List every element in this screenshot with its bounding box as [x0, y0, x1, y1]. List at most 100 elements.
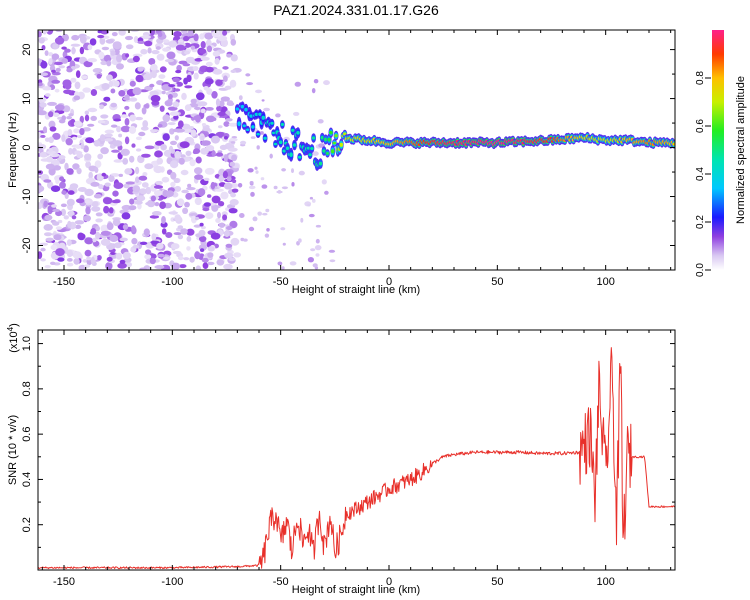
spectrogram-noise-cell — [223, 263, 233, 270]
spectrogram-noise-cell — [45, 93, 51, 97]
spectrogram-noise-cell — [47, 101, 57, 106]
spectrogram-noise-cell — [313, 79, 319, 84]
spectrogram-noise-cell — [119, 237, 128, 242]
spectrogram-noise-cell — [230, 237, 240, 246]
x-tick-label: 50 — [491, 576, 503, 588]
spectrogram-noise-cell — [161, 228, 167, 235]
spectrogram-noise-cell — [100, 30, 109, 35]
spectrogram-noise-cell — [77, 187, 87, 192]
spectrogram-noise-cell — [184, 85, 193, 89]
spectrogram-noise-cell — [97, 30, 103, 34]
spectrogram-noise-cell — [113, 182, 124, 190]
spectrogram-noise-cell — [200, 147, 209, 155]
spectrogram-noise-cell — [229, 79, 237, 88]
spectrogram-noise-cell — [173, 178, 180, 184]
spectrogram-noise-cell — [79, 115, 85, 124]
spectrogram-noise-cell — [190, 129, 197, 137]
spectrogram-noise-cell — [55, 67, 61, 72]
spectrogram-noise-cell — [63, 215, 69, 220]
spectrogram-noise-cell — [102, 235, 107, 239]
spectrogram-signal-cell — [325, 152, 330, 155]
spectrogram-noise-cell — [232, 179, 237, 183]
spectrogram-noise-cell — [193, 115, 201, 121]
spectrogram-noise-cell — [61, 58, 69, 64]
spectrogram-x-label: Height of straight line (km) — [292, 284, 420, 296]
spectrogram-noise-cell — [110, 124, 118, 128]
spectrogram-noise-cell — [38, 131, 42, 139]
spectrogram-noise-cell — [61, 134, 66, 143]
spectrogram-noise-cell — [162, 133, 170, 141]
spectrogram-noise-cell — [71, 34, 80, 41]
spectrogram-noise-cell — [216, 105, 222, 112]
spectrogram-noise-cell — [149, 129, 160, 133]
spectrogram-noise-cell — [83, 60, 93, 68]
spectrogram-noise-cell — [156, 242, 164, 250]
spectrogram-noise-cell — [223, 121, 230, 127]
colorbar-ticks: 0.0 0.2 0.4 0.6 0.8 — [695, 71, 711, 277]
snr-y-label: SNR (10 * v/v) — [7, 415, 19, 485]
spectrogram-noise-cell — [180, 169, 189, 176]
spectrogram-noise-cell — [179, 141, 190, 149]
spectrogram-noise-cell — [220, 96, 230, 102]
spectrogram-noise-cell — [87, 107, 98, 113]
spectrogram-noise-cell — [64, 48, 71, 53]
spectrogram-noise-cell — [104, 133, 113, 138]
spectrogram-noise-cell — [291, 168, 294, 174]
spectrogram-noise-cell — [95, 231, 101, 240]
spectrogram-noise-cell — [90, 181, 100, 187]
spectrogram-noise-cell — [117, 262, 127, 269]
spectrogram-noise-cell — [231, 136, 238, 139]
spectrogram-noise-cell — [125, 44, 134, 50]
spectrogram-noise-cell — [57, 257, 65, 262]
spectrogram-noise-cell — [48, 52, 54, 57]
spectrogram-noise-cell — [52, 208, 61, 212]
spectrogram-noise-cell — [230, 54, 238, 62]
spectrogram-signal-cell — [332, 141, 337, 145]
spectrogram-noise-cell — [128, 205, 137, 211]
spectrogram-noise-cell — [261, 184, 268, 189]
spectrogram-noise-cell — [227, 100, 234, 106]
spectrogram-noise-cell — [84, 264, 91, 269]
spectrogram-noise-cell — [194, 167, 203, 175]
spectrogram-noise-cell — [230, 38, 237, 46]
spectrogram-noise-cell — [145, 201, 154, 206]
spectrogram-noise-cell — [312, 151, 319, 156]
spectrogram-noise-cell — [170, 181, 176, 187]
spectrogram-noise-cell — [40, 247, 46, 252]
spectrogram-noise-cell — [99, 104, 105, 110]
spectrogram-noise-cell — [173, 232, 182, 236]
spectrogram-noise-cell — [255, 170, 259, 174]
spectrogram-noise-cell — [38, 37, 45, 44]
spectrogram-noise-cell — [101, 46, 110, 51]
spectrogram-noise-cell — [48, 58, 53, 65]
spectrogram-noise-cell — [39, 242, 48, 246]
spectrogram-noise-cell — [298, 238, 302, 243]
spectrogram-noise-cell — [280, 227, 286, 231]
spectrogram-noise-cell — [54, 36, 65, 45]
spectrogram-noise-cell — [159, 201, 167, 209]
spectrogram-noise-cell — [74, 151, 83, 155]
spectrogram-noise-cell — [228, 208, 238, 214]
spectrogram-noise-cell — [40, 158, 51, 162]
spectrogram-noise-cell — [38, 31, 42, 38]
spectrogram-noise-cell — [110, 88, 116, 94]
spectrogram-noise-cell — [201, 123, 207, 127]
spectrogram-noise-cell — [100, 230, 111, 236]
spectrogram-noise-cell — [64, 82, 72, 90]
spectrogram-noise-cell — [128, 125, 137, 134]
spectrogram-noise-cell — [157, 123, 163, 128]
spectrogram-noise-cell — [159, 66, 167, 73]
spectrogram-noise-cell — [195, 265, 202, 270]
spectrogram-noise-cell — [131, 225, 136, 233]
spectrogram-noise-cell — [144, 40, 153, 47]
spectrogram-signal-cell — [311, 136, 316, 140]
spectrogram-noise-cell — [197, 101, 208, 107]
spectrogram-signal-cell — [258, 112, 262, 117]
spectrogram-noise-cell — [104, 138, 114, 142]
spectrogram-noise-cell — [261, 99, 265, 102]
spectrogram-noise-cell — [103, 197, 113, 205]
snr-panel: -150 -100 -50 0 50 100 0.2 0.4 0.6 0.8 1.0 Height… — [6, 323, 676, 596]
spectrogram-noise-cell — [207, 261, 215, 266]
spectrogram-noise-cell — [40, 134, 46, 138]
